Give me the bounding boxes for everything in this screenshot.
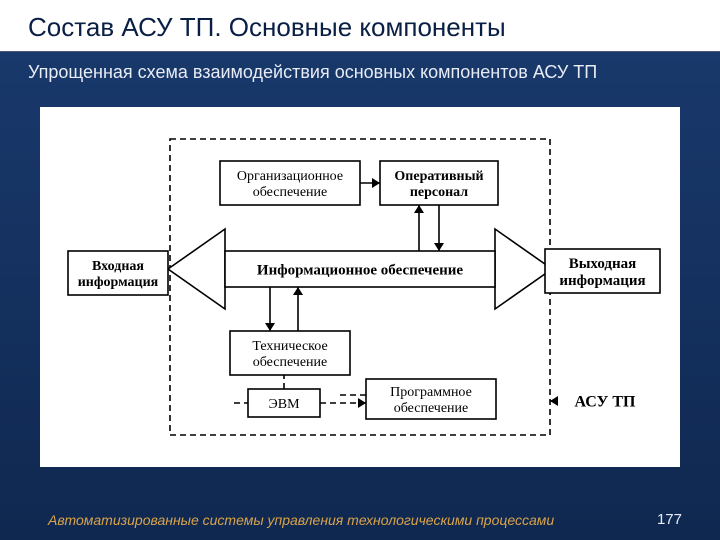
svg-text:АСУ ТП: АСУ ТП [575,394,637,411]
svg-text:персонал: персонал [410,185,468,200]
svg-text:информация: информация [559,273,645,289]
svg-text:информация: информация [78,275,159,290]
diagram-container: ОрганизационноеобеспечениеОперативныйпер… [40,107,680,467]
svg-text:ЭВМ: ЭВМ [268,397,300,412]
svg-text:обеспечение: обеспечение [253,355,328,370]
svg-text:Техническое: Техническое [252,339,327,354]
page-subtitle: Упрощенная схема взаимодействия основных… [0,52,720,89]
slide: Состав АСУ ТП. Основные компоненты Упрощ… [0,0,720,540]
svg-text:Выходная: Выходная [569,256,637,272]
svg-text:обеспечение: обеспечение [253,185,328,200]
svg-text:Входная: Входная [92,259,144,274]
page-title: Состав АСУ ТП. Основные компоненты [0,0,720,52]
svg-text:Организационное: Организационное [237,169,343,184]
footer-text: Автоматизированные системы управления те… [48,512,554,528]
svg-text:Информационное обеспечение: Информационное обеспечение [257,262,464,278]
svg-text:Программное: Программное [390,385,472,400]
flowchart-svg: ОрганизационноеобеспечениеОперативныйпер… [50,121,670,451]
footer: Автоматизированные системы управления те… [0,511,720,528]
page-number: 177 [657,511,682,528]
svg-text:обеспечение: обеспечение [394,401,469,416]
svg-text:Оперативный: Оперативный [394,169,483,184]
